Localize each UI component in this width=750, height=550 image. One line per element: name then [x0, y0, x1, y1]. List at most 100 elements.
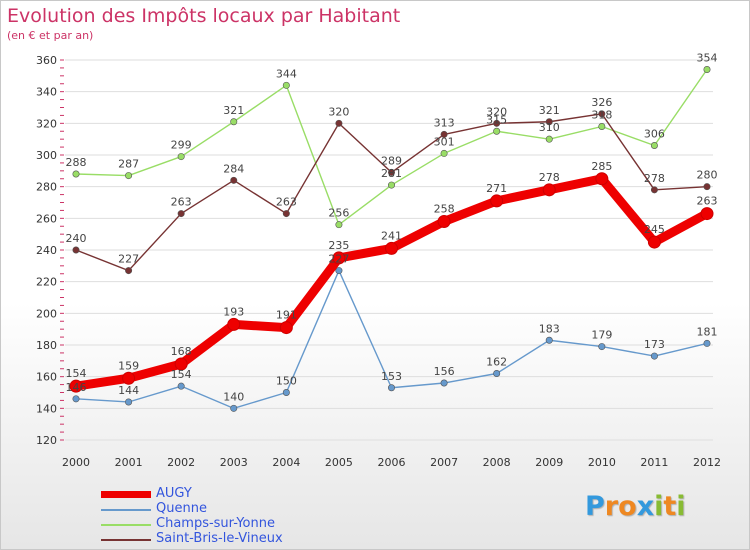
- data-point: [598, 123, 606, 131]
- logo-letter: r: [604, 491, 619, 522]
- data-label: 271: [486, 182, 507, 195]
- data-label: 179: [591, 329, 612, 342]
- data-label: 258: [434, 203, 455, 216]
- data-label: 301: [434, 135, 455, 148]
- chart-title: Evolution des Impôts locaux par Habitant: [7, 5, 401, 27]
- data-point: [72, 170, 80, 178]
- y-tick-label: 260: [36, 212, 57, 225]
- x-tick-label: 2008: [483, 456, 511, 469]
- data-point: [542, 183, 556, 197]
- data-label: 287: [118, 158, 139, 171]
- legend-swatch-saint-bris-le-vineux: [101, 539, 151, 541]
- data-point: [650, 186, 658, 194]
- data-label: 288: [66, 156, 87, 169]
- x-tick-label: 2003: [220, 456, 248, 469]
- x-tick-label: 2006: [378, 456, 406, 469]
- data-label: 263: [276, 196, 297, 209]
- y-tick-label: 340: [36, 86, 57, 99]
- data-point: [335, 267, 343, 275]
- data-point: [69, 379, 83, 393]
- data-label: 320: [486, 105, 507, 118]
- y-tick-label: 300: [36, 149, 57, 162]
- data-label: 183: [539, 322, 560, 335]
- y-tick-label: 320: [36, 117, 57, 130]
- data-point: [230, 404, 238, 412]
- data-point: [122, 371, 136, 385]
- data-point: [545, 118, 553, 126]
- legend-swatch-quenne: [101, 509, 151, 511]
- data-point: [335, 119, 343, 127]
- data-label: 235: [328, 239, 349, 252]
- data-point: [230, 176, 238, 184]
- y-tick-label: 240: [36, 244, 57, 257]
- x-tick-label: 2007: [430, 456, 458, 469]
- y-tick-label: 120: [36, 434, 57, 447]
- data-point: [493, 119, 501, 127]
- data-label: 285: [591, 160, 612, 173]
- data-label: 191: [276, 309, 297, 322]
- data-label: 146: [66, 381, 87, 394]
- data-label: 173: [644, 338, 665, 351]
- data-label: 344: [276, 67, 297, 80]
- data-point: [177, 210, 185, 218]
- logo-letter: i: [676, 491, 686, 522]
- data-label: 263: [171, 196, 192, 209]
- legend-label-champs-sur-yonne: Champs-sur-Yonne: [156, 516, 275, 531]
- data-label: 321: [223, 104, 244, 117]
- data-label: 245: [644, 223, 665, 236]
- y-tick-label: 220: [36, 276, 57, 289]
- data-label: 318: [591, 109, 612, 122]
- data-point: [650, 142, 658, 150]
- y-tick-label: 160: [36, 371, 57, 384]
- data-point: [703, 183, 711, 191]
- data-point: [282, 81, 290, 89]
- data-label: 310: [539, 121, 560, 134]
- data-point: [387, 181, 395, 189]
- data-point: [598, 343, 606, 351]
- data-label: 320: [328, 105, 349, 118]
- logo-letter: P: [585, 491, 605, 522]
- data-label: 256: [328, 207, 349, 220]
- y-tick-label: 180: [36, 339, 57, 352]
- data-point: [700, 207, 714, 221]
- data-label: 181: [697, 325, 718, 338]
- data-point: [647, 235, 661, 249]
- data-label: 278: [644, 172, 665, 185]
- y-tick-label: 200: [36, 307, 57, 320]
- data-label: 227: [118, 253, 139, 266]
- data-label: 263: [697, 195, 718, 208]
- x-tick-label: 2001: [115, 456, 143, 469]
- data-point: [227, 317, 241, 331]
- data-label: 162: [486, 356, 507, 369]
- data-label: 280: [697, 169, 718, 182]
- data-point: [545, 336, 553, 344]
- data-label: 153: [381, 370, 402, 383]
- data-label: 326: [591, 96, 612, 109]
- data-point: [385, 241, 398, 255]
- data-label: 278: [539, 171, 560, 184]
- data-label: 240: [66, 232, 87, 245]
- data-point: [125, 267, 133, 275]
- legend-label-quenne: Quenne: [156, 501, 207, 516]
- data-point: [335, 221, 343, 229]
- data-label: 156: [434, 365, 455, 378]
- data-point: [125, 172, 133, 180]
- proxiti-logo: Proxiti: [585, 491, 686, 522]
- logo-letter: t: [663, 491, 677, 522]
- data-label: 241: [381, 229, 402, 242]
- data-label: 306: [644, 128, 665, 141]
- x-tick-label: 2005: [325, 456, 353, 469]
- data-point: [279, 321, 293, 335]
- x-tick-label: 2009: [535, 456, 563, 469]
- legend-swatch-augy: [101, 491, 151, 498]
- data-label: 193: [223, 305, 244, 318]
- data-point: [437, 215, 451, 228]
- data-point: [177, 153, 185, 161]
- data-point: [72, 246, 80, 254]
- data-point: [440, 130, 448, 138]
- y-tick-label: 140: [36, 402, 57, 415]
- data-label: 299: [171, 139, 192, 152]
- data-point: [125, 398, 133, 406]
- x-tick-label: 2011: [640, 456, 668, 469]
- data-point: [493, 127, 501, 135]
